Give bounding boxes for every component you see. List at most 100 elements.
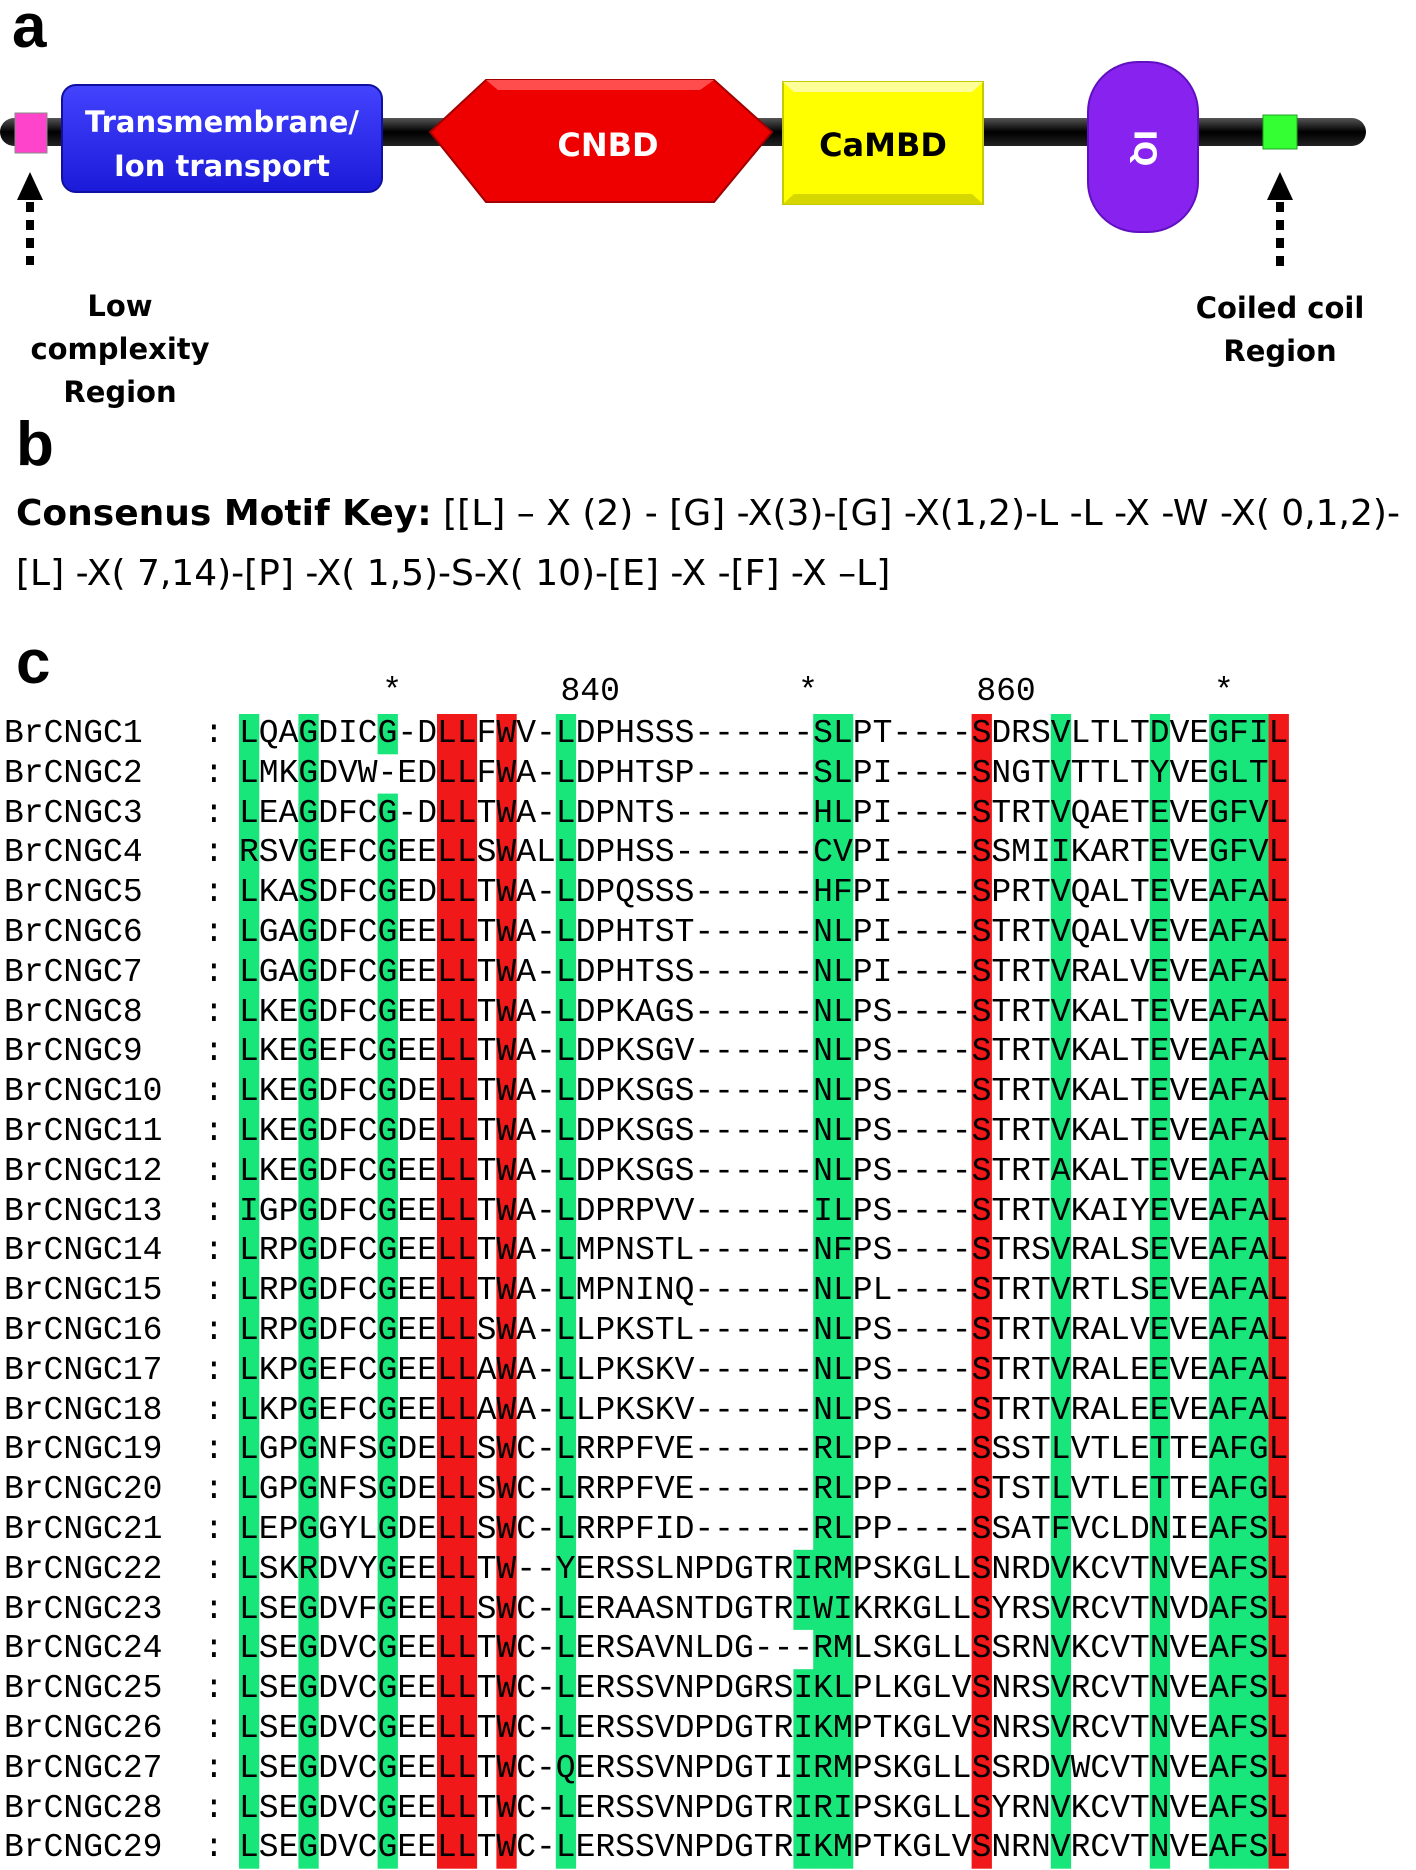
camdb-bevel-bottom (783, 194, 983, 204)
conserved-residue-highlight (813, 1032, 834, 1073)
conserved-residue-highlight (298, 1629, 319, 1670)
identical-residue-highlight (456, 1151, 478, 1193)
conserved-residue-highlight (555, 873, 577, 914)
conserved-residue-highlight (298, 1510, 319, 1551)
sequence-name: BrCNGC10 (4, 1073, 163, 1111)
sequence-residues: LQAGDICG-DLLFWV-LDPHSSS------SLPT----SDR… (239, 715, 1289, 752)
domain-architecture-diagram: Transmembrane/ Ion transport CNBD CaMBD … (0, 61, 1366, 270)
conserved-residue-highlight (1209, 1549, 1230, 1591)
identical-residue-highlight (437, 1072, 458, 1113)
conserved-residue-highlight (813, 1231, 834, 1272)
identical-residue-highlight (456, 1510, 478, 1551)
conserved-residue-highlight (298, 753, 319, 795)
conserved-residue-highlight (239, 1231, 260, 1272)
conserved-residue-highlight (833, 873, 854, 914)
transmembrane-label-line2: Ion transport (114, 149, 330, 183)
conserved-residue-highlight (1248, 1112, 1270, 1153)
conserved-residue-highlight (1050, 1828, 1072, 1869)
conserved-residue-highlight (1149, 1589, 1171, 1630)
identical-residue-highlight (456, 753, 478, 795)
conserved-residue-highlight (1209, 1828, 1230, 1869)
sequence-name: BrCNGC9 (4, 1033, 143, 1071)
conserved-residue-highlight (377, 1032, 398, 1073)
identical-residue-highlight (437, 793, 458, 834)
identical-residue-highlight (437, 1589, 458, 1630)
identical-residue-highlight (437, 1788, 458, 1829)
conserved-residue-highlight (1149, 1390, 1171, 1431)
conserved-residue-highlight (1050, 1151, 1072, 1193)
conserved-residue-highlight (1248, 1788, 1270, 1829)
conserved-residue-highlight (555, 1470, 577, 1511)
sequence-name: BrCNGC27 (4, 1749, 163, 1787)
sequence-residues: LKEGEFCGEELLTWA-LDPKSGV------NLPS----STR… (239, 1033, 1289, 1071)
conserved-residue-highlight (555, 1151, 577, 1193)
conserved-residue-highlight (1229, 952, 1250, 994)
sequence-name: BrCNGC24 (4, 1630, 163, 1668)
row-separator: : (204, 993, 224, 1031)
conserved-residue-highlight (833, 1271, 854, 1312)
conserved-residue-highlight (298, 1709, 319, 1750)
conserved-residue-highlight (555, 913, 577, 954)
sequence-name: BrCNGC22 (4, 1550, 163, 1588)
conserved-residue-highlight (1229, 1748, 1250, 1790)
conserved-residue-highlight (833, 1510, 854, 1551)
conserved-residue-highlight (1050, 1470, 1072, 1511)
conserved-residue-highlight (1209, 753, 1230, 795)
conserved-residue-highlight (1229, 1151, 1250, 1193)
conserved-residue-highlight (298, 1788, 319, 1829)
conserved-residue-highlight (1248, 1470, 1270, 1511)
conserved-residue-highlight (1050, 1271, 1072, 1312)
conserved-residue-highlight (1209, 793, 1230, 834)
conserved-residue-highlight (1209, 1231, 1230, 1272)
conserved-residue-highlight (813, 1629, 834, 1670)
alignment-row: BrCNGC19: LGPGNFSGDELLSWC-LRRPFVE------RL… (0, 1430, 1416, 1470)
conserved-residue-highlight (833, 913, 854, 954)
identical-residue-highlight (496, 714, 517, 755)
conserved-residue-highlight (1248, 833, 1270, 874)
conserved-residue-highlight (239, 1032, 260, 1073)
conserved-residue-highlight (1209, 1032, 1230, 1073)
transmembrane-label-line1: Transmembrane/ (85, 105, 359, 139)
conserved-residue-highlight (298, 1072, 319, 1113)
identical-residue-highlight (456, 1231, 478, 1272)
conserved-residue-highlight (1050, 1589, 1072, 1630)
conserved-residue-highlight (813, 753, 834, 795)
conserved-residue-highlight (1209, 1748, 1230, 1790)
conserved-residue-highlight (1209, 1430, 1230, 1471)
conserved-residue-highlight (298, 1032, 319, 1073)
sequence-residues: IGPGDFCGEELLTWA-LDPRPVV------ILPS----STR… (239, 1192, 1289, 1230)
conserved-residue-highlight (239, 1151, 260, 1193)
conserved-residue-highlight (555, 1549, 577, 1591)
conserved-residue-highlight (1050, 1231, 1072, 1272)
conserved-residue-highlight (813, 952, 834, 994)
identical-residue-highlight (456, 1112, 478, 1153)
identical-residue-highlight (437, 1112, 458, 1153)
conserved-residue-highlight (1209, 1112, 1230, 1153)
conserved-residue-highlight (1248, 1350, 1270, 1392)
alignment-row: BrCNGC28: LSEGDVCGEELLTWC-LERSSVNPDGTRIRI… (0, 1789, 1416, 1829)
identical-residue-highlight (1268, 1709, 1289, 1750)
conserved-residue-highlight (377, 992, 398, 1033)
identical-residue-highlight (496, 1151, 517, 1193)
alignment-row: BrCNGC5: LKASDFCGEDLLTWA-LDPQSSS------HFP… (0, 873, 1416, 913)
conserved-residue-highlight (833, 1032, 854, 1073)
alignment-row: BrCNGC6: LGAGDFCGEELLTWA-LDPHTST------NLP… (0, 913, 1416, 953)
identical-residue-highlight (456, 714, 478, 755)
conserved-residue-highlight (1248, 992, 1270, 1033)
conserved-residue-highlight (1149, 1748, 1171, 1790)
conserved-residue-highlight (1248, 714, 1270, 755)
conserved-residue-highlight (1149, 1311, 1171, 1352)
conserved-residue-highlight (1209, 913, 1230, 954)
identical-residue-highlight (456, 1828, 478, 1869)
identical-residue-highlight (1268, 1271, 1289, 1312)
alignment-row: BrCNGC29: LSEGDVCGEELLTWC-LERSSVNPDGTRIKM… (0, 1828, 1416, 1868)
conserved-residue-highlight (1149, 714, 1171, 755)
conserved-residue-highlight (1229, 1271, 1250, 1312)
sequence-name: BrCNGC23 (4, 1590, 163, 1628)
identical-residue-highlight (971, 1072, 992, 1113)
conserved-residue-highlight (1229, 1231, 1250, 1272)
identical-residue-highlight (456, 1032, 478, 1073)
identical-residue-highlight (1268, 793, 1289, 834)
conserved-residue-highlight (1050, 1032, 1072, 1073)
conserved-residue-highlight (813, 833, 834, 874)
